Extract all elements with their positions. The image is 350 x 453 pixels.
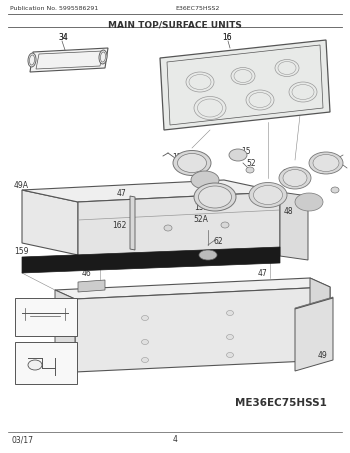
Ellipse shape — [28, 53, 36, 67]
Text: 4: 4 — [173, 435, 177, 444]
Polygon shape — [75, 287, 330, 372]
Text: 47: 47 — [117, 188, 127, 198]
Polygon shape — [55, 278, 330, 299]
Polygon shape — [78, 280, 105, 292]
Text: 34: 34 — [58, 33, 68, 42]
Polygon shape — [22, 247, 280, 273]
Text: 15B: 15B — [194, 203, 209, 212]
Text: 162: 162 — [112, 221, 126, 230]
Polygon shape — [130, 196, 135, 250]
Ellipse shape — [164, 225, 172, 231]
Ellipse shape — [253, 185, 282, 204]
Ellipse shape — [29, 55, 35, 65]
Text: 03/17: 03/17 — [12, 435, 34, 444]
Ellipse shape — [141, 315, 148, 321]
Ellipse shape — [221, 222, 229, 228]
Bar — [15, 298, 77, 336]
Ellipse shape — [198, 186, 231, 208]
Ellipse shape — [313, 154, 339, 172]
Ellipse shape — [249, 183, 287, 207]
Polygon shape — [295, 297, 333, 309]
Ellipse shape — [295, 193, 323, 211]
Ellipse shape — [173, 150, 211, 175]
Bar — [15, 342, 77, 384]
Polygon shape — [22, 180, 280, 202]
Ellipse shape — [283, 169, 307, 187]
Ellipse shape — [191, 171, 219, 189]
Text: 49A: 49A — [14, 182, 29, 191]
Text: 46: 46 — [82, 269, 92, 278]
Ellipse shape — [141, 339, 148, 344]
Text: 15: 15 — [317, 154, 327, 163]
Text: 47: 47 — [258, 269, 268, 278]
Text: 16: 16 — [222, 33, 232, 42]
Text: 48: 48 — [284, 207, 294, 217]
Polygon shape — [160, 40, 330, 130]
Text: 52A: 52A — [298, 196, 313, 204]
Ellipse shape — [279, 167, 311, 189]
Text: ME36EC75HSS1: ME36EC75HSS1 — [235, 398, 327, 408]
Ellipse shape — [226, 310, 233, 315]
Text: 52: 52 — [320, 168, 330, 177]
Ellipse shape — [246, 167, 254, 173]
Polygon shape — [295, 298, 333, 371]
Ellipse shape — [177, 154, 206, 173]
Text: E36EC75HSS2: E36EC75HSS2 — [175, 6, 219, 11]
Ellipse shape — [100, 52, 106, 62]
Text: 49: 49 — [318, 351, 328, 360]
Text: 15A: 15A — [282, 169, 297, 178]
Ellipse shape — [331, 187, 339, 193]
Ellipse shape — [99, 50, 107, 64]
Polygon shape — [280, 192, 308, 260]
Polygon shape — [30, 48, 108, 72]
Polygon shape — [78, 192, 280, 265]
Text: 34: 34 — [58, 33, 68, 42]
Ellipse shape — [28, 360, 42, 370]
Polygon shape — [55, 290, 75, 372]
Ellipse shape — [199, 250, 217, 260]
Ellipse shape — [141, 357, 148, 362]
Text: 16: 16 — [222, 33, 232, 42]
Polygon shape — [22, 190, 78, 255]
Polygon shape — [310, 278, 330, 360]
Text: 15: 15 — [241, 148, 251, 156]
Ellipse shape — [226, 352, 233, 357]
Text: MAIN TOP/SURFACE UNITS: MAIN TOP/SURFACE UNITS — [108, 20, 242, 29]
Ellipse shape — [226, 334, 233, 339]
Ellipse shape — [309, 152, 343, 174]
Text: 52A: 52A — [193, 216, 208, 225]
Text: Publication No. 5995586291: Publication No. 5995586291 — [10, 6, 98, 11]
Text: 62: 62 — [213, 237, 223, 246]
Text: 15C: 15C — [172, 153, 187, 162]
Ellipse shape — [194, 183, 236, 211]
Ellipse shape — [229, 149, 247, 161]
Text: 51: 51 — [35, 376, 45, 386]
Text: 159: 159 — [14, 247, 28, 256]
Text: 52B: 52B — [255, 188, 270, 197]
Text: 52: 52 — [246, 159, 256, 168]
Text: 57: 57 — [35, 328, 45, 337]
